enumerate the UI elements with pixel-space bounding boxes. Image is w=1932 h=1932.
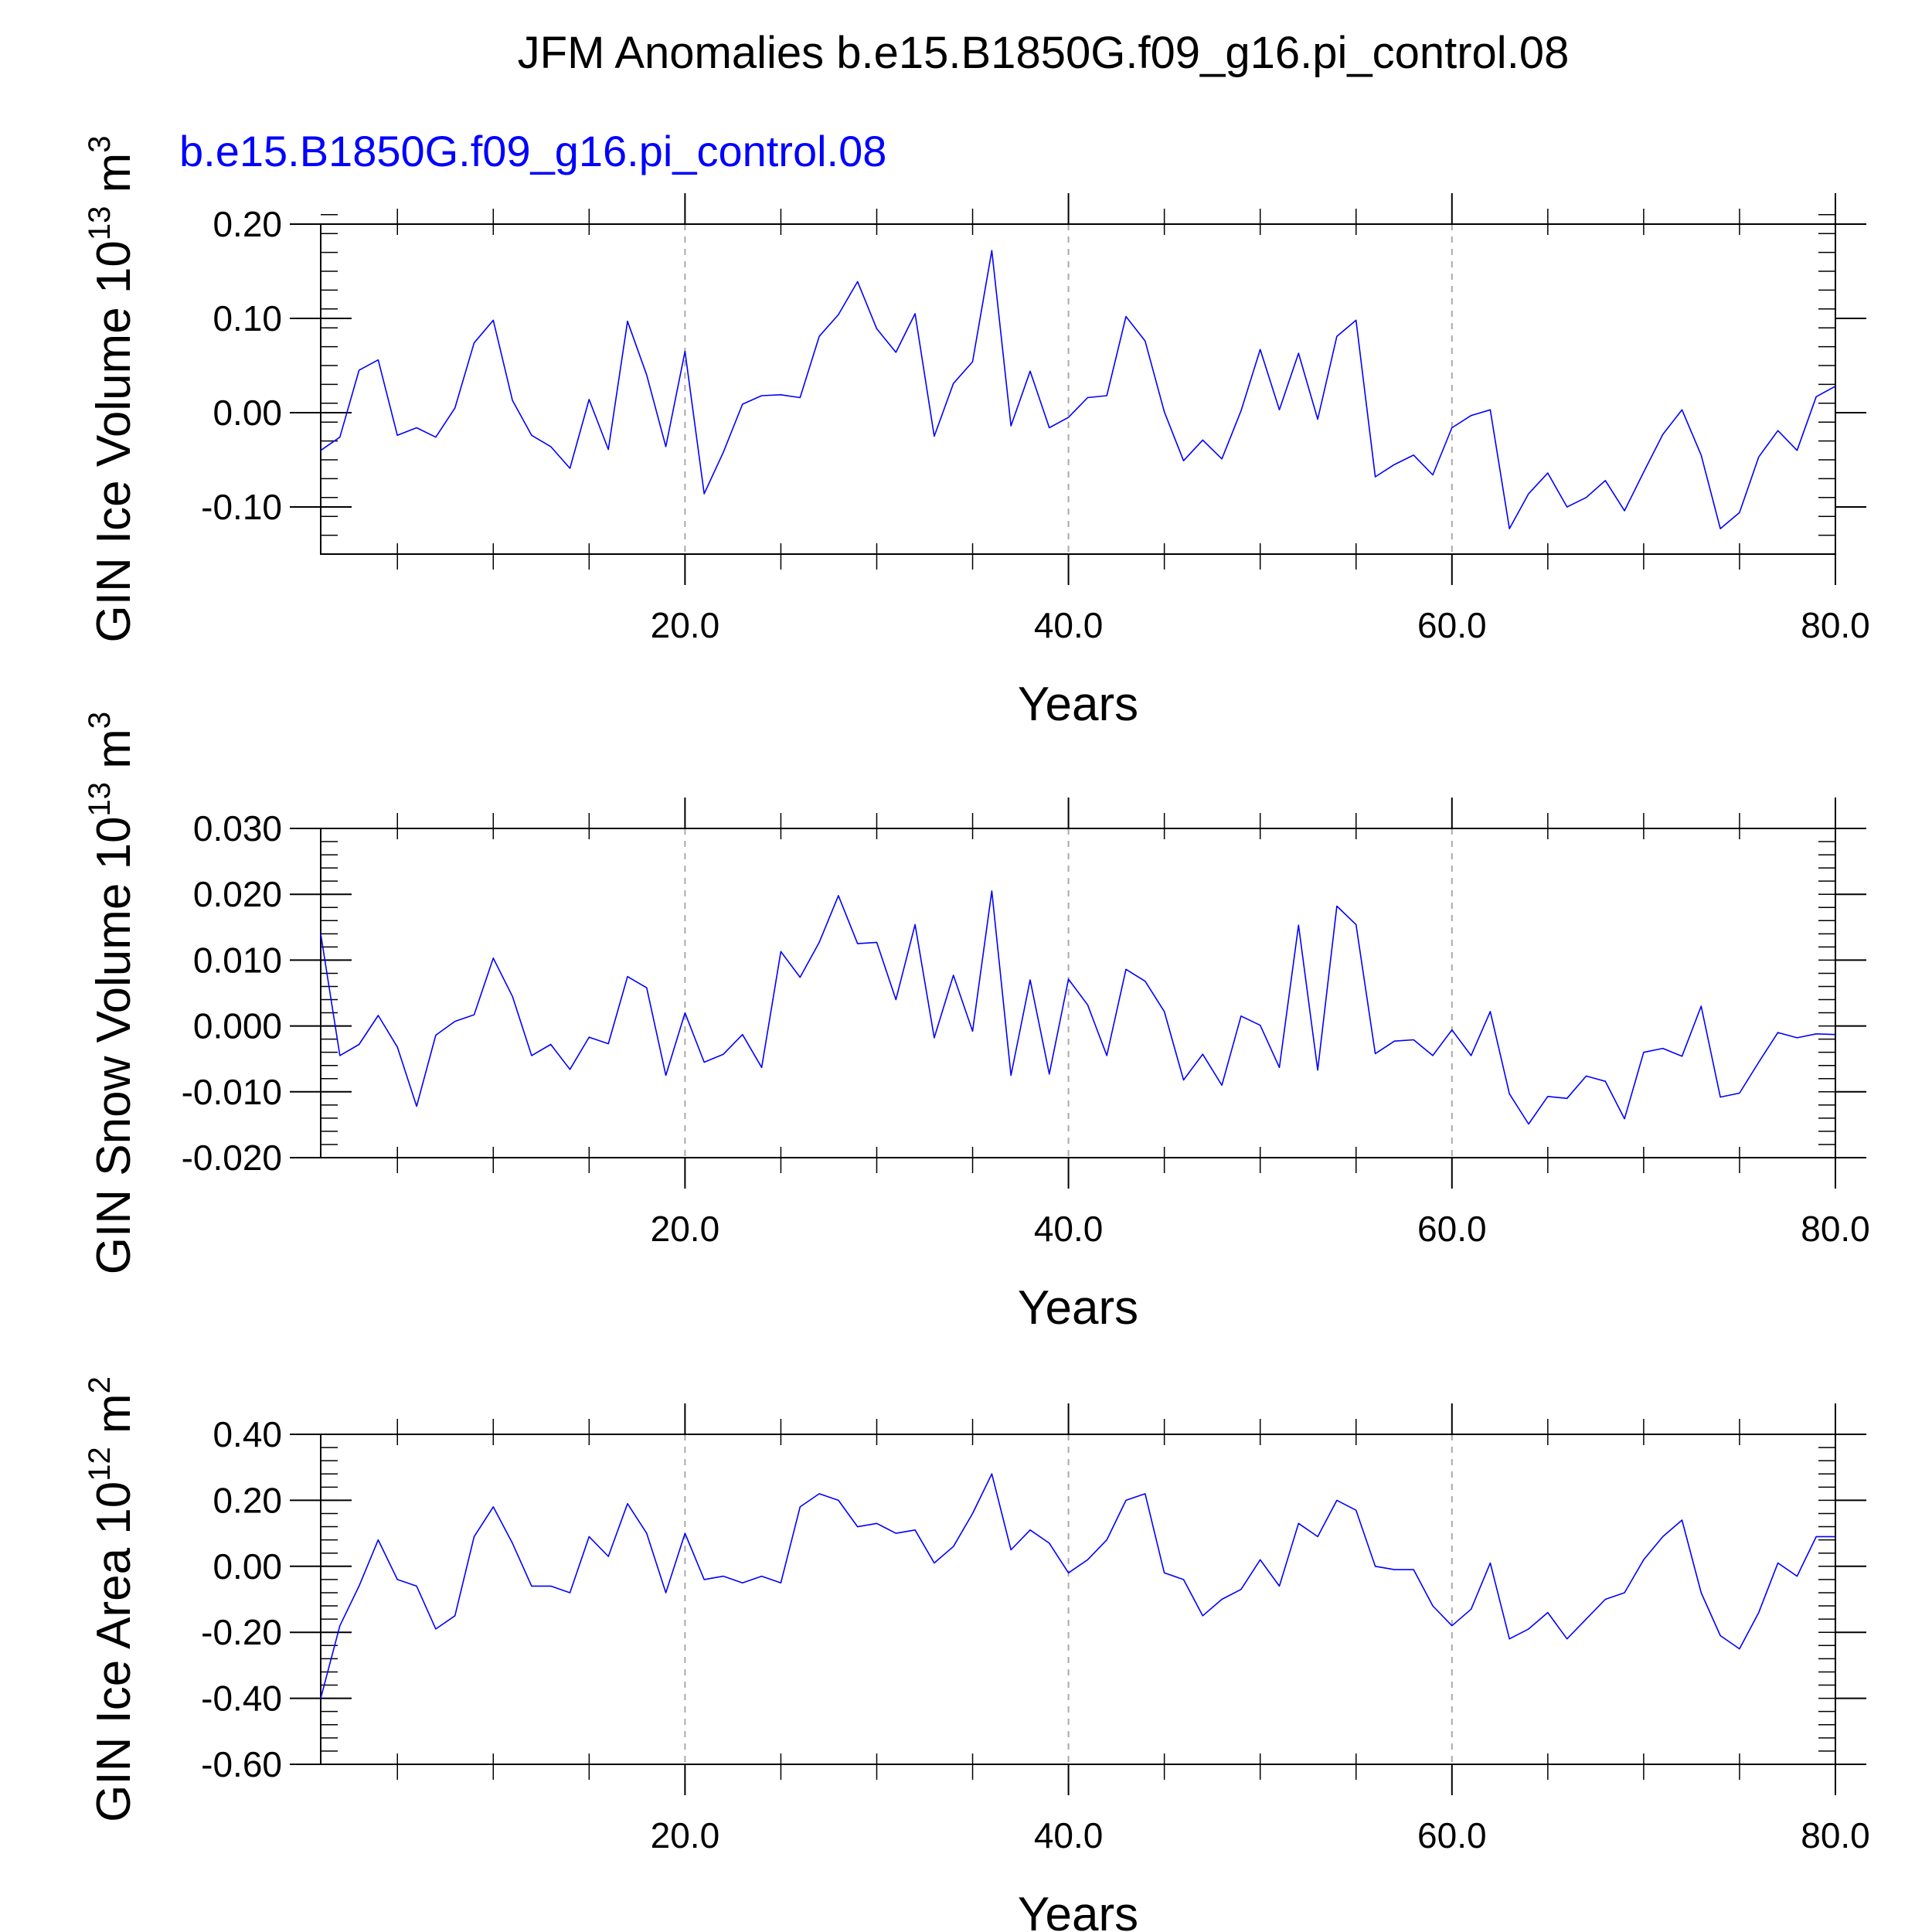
y-tick-label: -0.020 [182,1138,282,1178]
y-axis-label-superscript: 13 [83,782,117,817]
series-line [320,1473,1835,1699]
y-axis-label: GIN Ice Area 1012 m2 [83,1376,141,1822]
x-tick-label: 20.0 [651,1815,720,1855]
y-tick-label: -0.40 [201,1679,282,1719]
y-axis-label-superscript: 12 [83,1447,117,1481]
y-tick-label: -0.20 [201,1612,282,1652]
y-tick-label: 0.20 [213,1480,282,1520]
y-axis-label-superscript: 13 [83,206,117,241]
x-tick-label: 60.0 [1417,1815,1487,1855]
y-tick-label: 0.010 [193,940,282,980]
y-axis-label-superscript: 3 [83,712,117,729]
x-tick-label: 80.0 [1801,1815,1870,1855]
panels: -0.10 0.00 0.10 0.20 20.0 40.0 60.0 80.0 Years GI… [83,136,1870,1932]
y-axis-label-part: m [87,153,141,206]
y-tick-label: -0.10 [201,487,282,527]
y-axis-label: GIN Snow Volume 1013 m3 [83,712,141,1274]
y-axis-label-superscript: 2 [83,1376,117,1393]
x-tick-label: 80.0 [1801,1209,1870,1249]
x-tick-label: 60.0 [1417,605,1487,645]
chart-panel-2: -0.020 -0.010 0.000 0.010 0.020 0.030 20.0 40.0… [83,712,1870,1335]
y-tick-label: 0.00 [213,1546,282,1587]
y-tick-label: 0.020 [193,874,282,914]
y-axis-label-part: m [87,1393,141,1447]
chart-panel-3: -0.60 -0.40 -0.20 0.00 0.20 0.40 20.0 40.0 60.0 8… [83,1376,1870,1932]
main-title: JFM Anomalies b.e15.B1850G.f09_g16.pi_co… [518,28,1570,78]
y-axis-label-part: GIN Snow Volume 10 [87,816,141,1274]
y-tick-label: 0.000 [193,1006,282,1046]
y-axis-label-superscript: 3 [83,136,117,153]
x-axis-label: Years [1018,1281,1138,1335]
plot-frame [320,828,1836,1158]
x-tick-label: 20.0 [651,605,720,645]
x-axis-label: Years [1018,678,1138,731]
x-tick-label: 40.0 [1034,1209,1104,1249]
x-tick-label: 40.0 [1034,605,1104,645]
y-axis-label-part: GIN Ice Area 10 [87,1481,141,1822]
series-line [320,890,1836,1125]
chart-panel-1: -0.10 0.00 0.10 0.20 20.0 40.0 60.0 80.0 Years GI… [83,136,1870,732]
x-tick-label: 80.0 [1801,605,1870,645]
y-tick-label: 0.20 [213,204,282,244]
y-tick-label: -0.010 [182,1072,282,1112]
y-axis-label-part: GIN Ice Volume 10 [87,240,141,642]
series-line [320,250,1836,529]
y-axis-label: GIN Ice Volume 1013 m3 [83,136,141,643]
y-tick-label: -0.60 [201,1744,282,1784]
x-tick-label: 60.0 [1417,1209,1487,1249]
plot-frame [320,1434,1836,1765]
y-tick-label: 0.40 [213,1414,282,1454]
y-tick-label: 0.00 [213,393,282,433]
x-axis-label: Years [1018,1888,1138,1932]
y-axis-label-part: m [87,729,141,782]
x-tick-label: 40.0 [1034,1815,1104,1855]
y-tick-label: 0.030 [193,808,282,849]
case-label: b.e15.B1850G.f09_g16.pi_control.08 [179,127,886,175]
plot-frame [320,223,1836,555]
y-tick-label: 0.10 [213,298,282,338]
x-tick-label: 20.0 [651,1209,720,1249]
